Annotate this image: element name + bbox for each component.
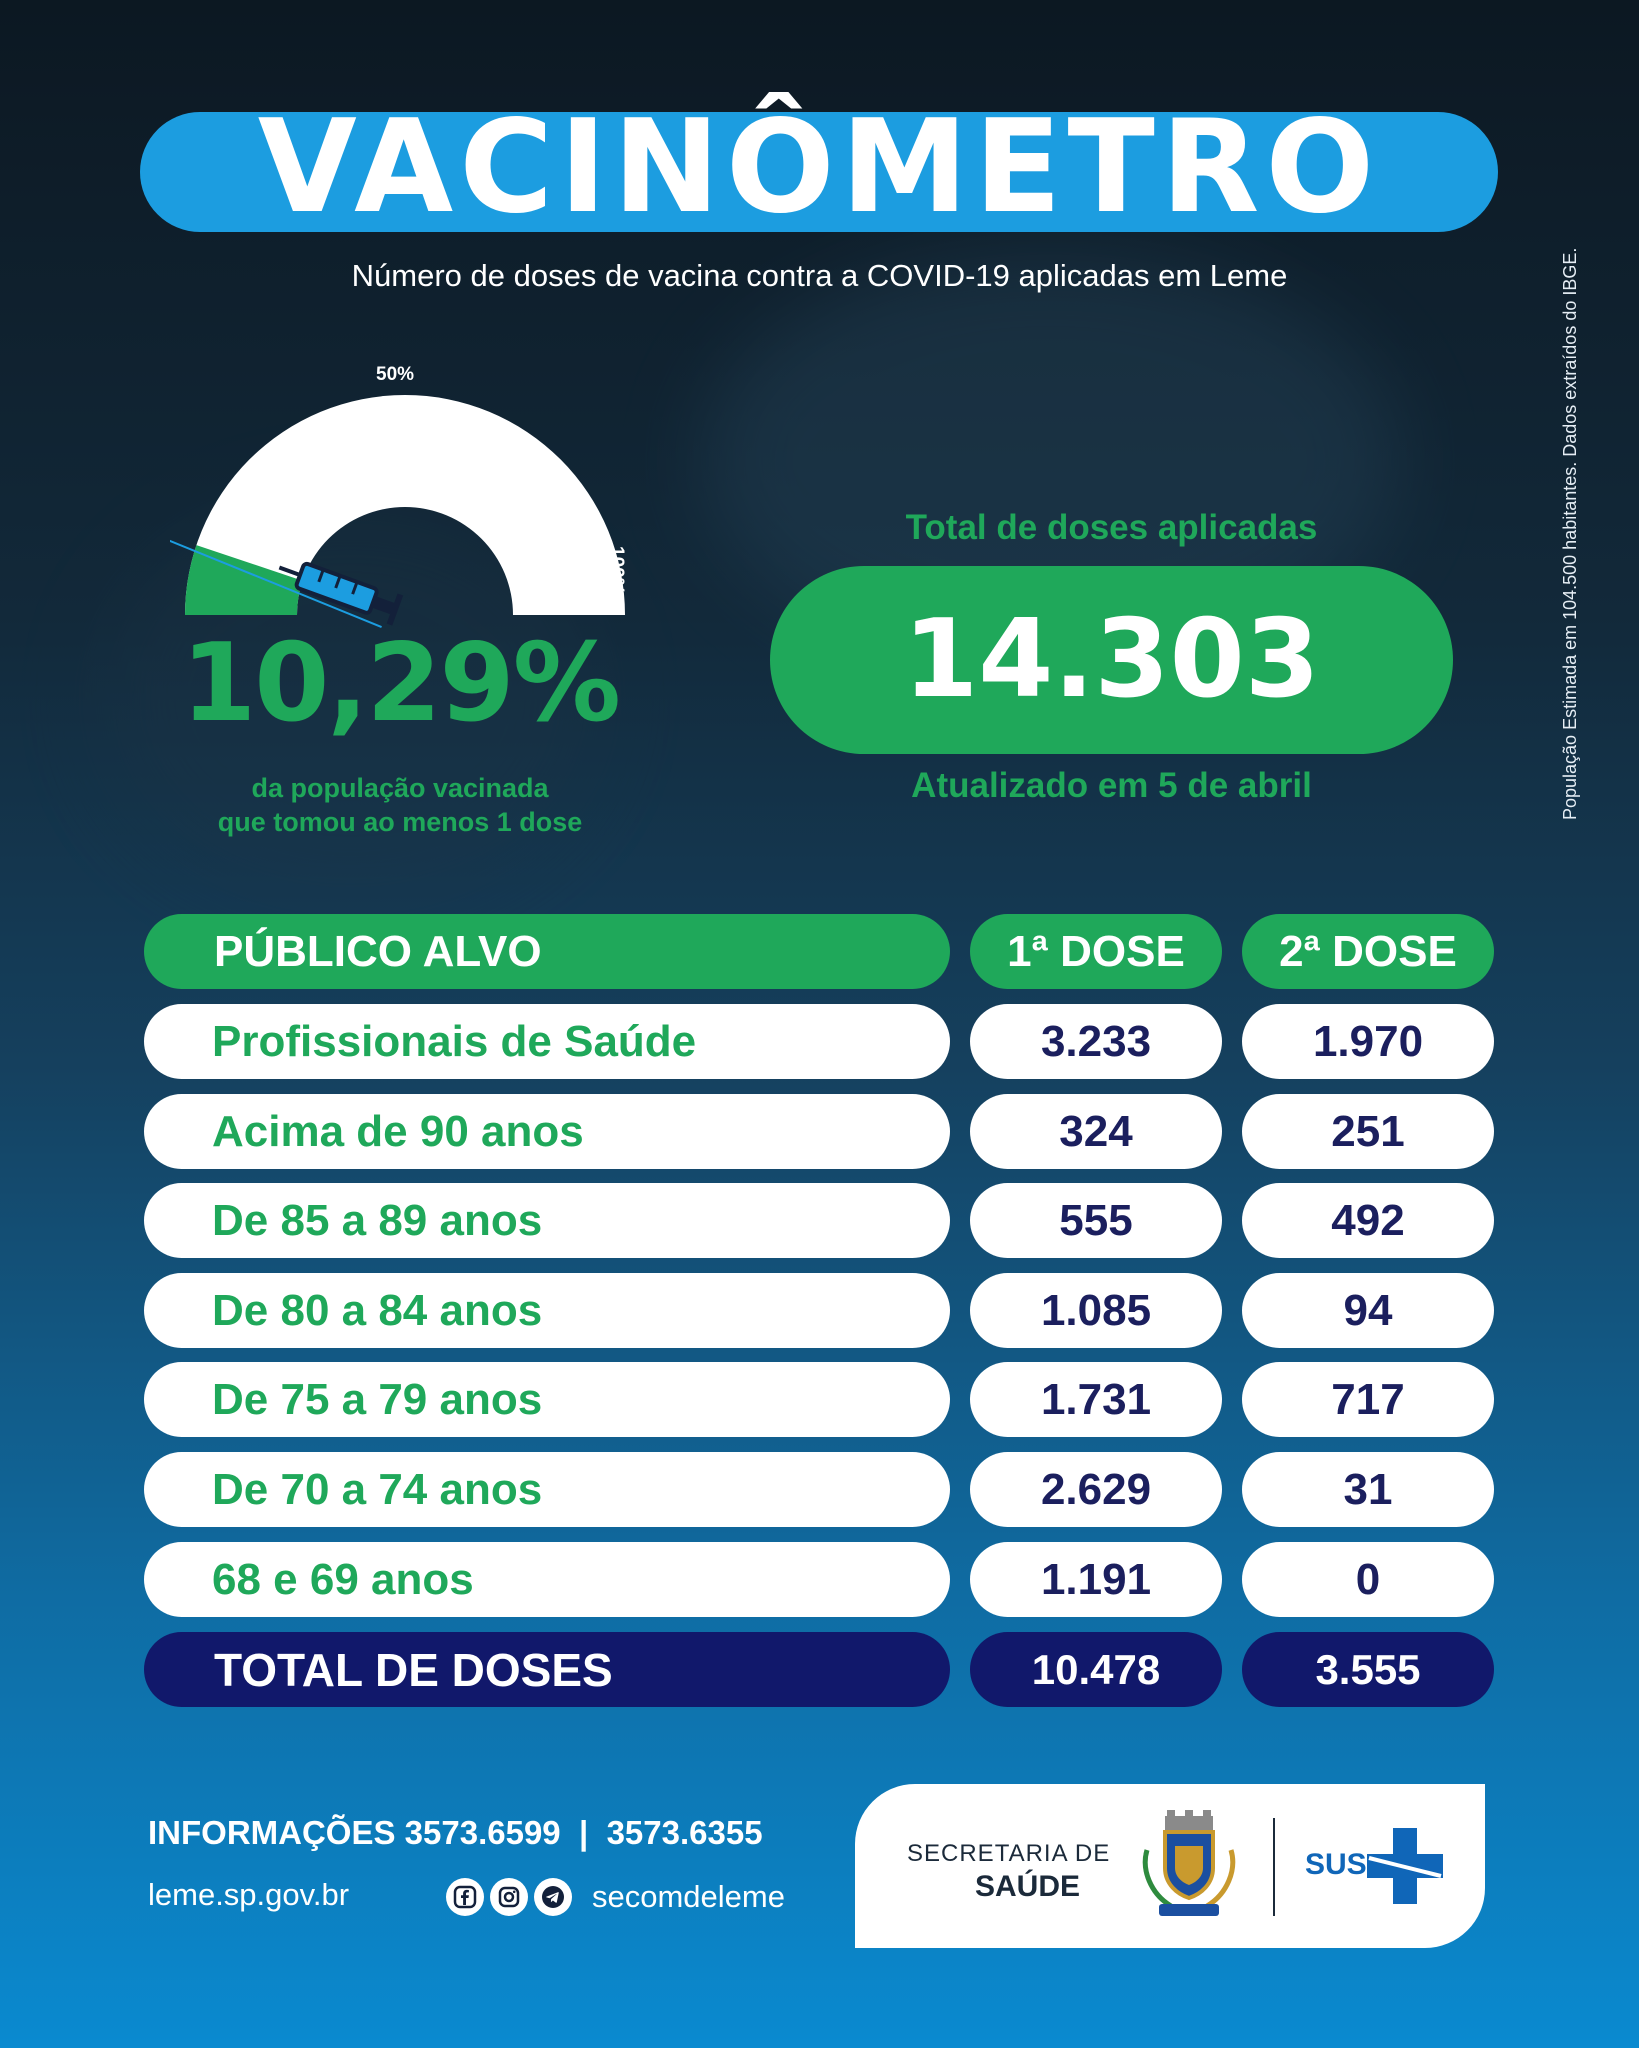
title-banner: VACINÔMETRO [140,104,1498,232]
secretaria-label: SECRETARIA DE [907,1840,1111,1867]
table-header-target: PÚBLICO ALVO [144,914,950,989]
facebook-icon[interactable] [446,1878,484,1916]
population-note: População Estimada em 104.500 habitantes… [1560,247,1580,820]
row-label: Acima de 90 anos [144,1094,950,1169]
total-doses-value: 14.303 [903,597,1320,722]
page-subtitle: Número de doses de vacina contra a COVID… [351,258,1288,293]
row-label: 68 e 69 anos [144,1542,950,1617]
gauge-track [185,395,625,615]
footer-logos-card: SECRETARIA DE SAÚDE SUS [855,1784,1485,1948]
total-doses-title: Total de doses aplicadas [905,508,1318,547]
table-header-dose2: 2ª DOSE [1242,914,1494,989]
gauge-fill [185,545,303,615]
row-dose2: 1.970 [1242,1004,1494,1079]
header-label-dose2: 2ª DOSE [1279,926,1457,976]
row-dose2: 251 [1242,1094,1494,1169]
row-dose1: 555 [970,1183,1222,1258]
row-dose2: 717 [1242,1362,1494,1437]
social-links: secomdeleme [446,1878,785,1916]
row-dose1: 2.629 [970,1452,1222,1527]
row-label: Profissionais de Saúde [144,1004,950,1079]
row-label: De 80 a 84 anos [144,1273,950,1348]
total-row-dose2: 3.555 [1242,1632,1494,1707]
row-dose2: 31 [1242,1452,1494,1527]
vaccination-gauge [170,395,625,628]
total-row-label: TOTAL DE DOSES [144,1632,950,1707]
vaccinated-description-line1: da população vacinada [251,773,549,803]
row-label: De 70 a 74 anos [144,1452,950,1527]
sus-cross-icon [1367,1828,1443,1904]
gauge-needle [170,539,382,628]
row-label: De 85 a 89 anos [144,1183,950,1258]
sus-label: SUS [1305,1848,1367,1881]
vaccinated-percent: 10,29% [181,621,621,746]
header-label-target: PÚBLICO ALVO [214,926,542,976]
row-dose2: 492 [1242,1183,1494,1258]
row-dose1: 3.233 [970,1004,1222,1079]
website-link[interactable]: leme.sp.gov.br [148,1877,350,1912]
syringe-icon [278,561,404,626]
row-dose1: 1.191 [970,1542,1222,1617]
instagram-icon[interactable] [490,1878,528,1916]
telegram-icon[interactable] [534,1878,572,1916]
contact-phones: INFORMAÇÕES 3573.6599 | 3573.6355 [148,1814,763,1851]
updated-date: Atualizado em 5 de abril [911,766,1312,805]
row-dose2: 0 [1242,1542,1494,1617]
city-coat-of-arms-icon [1142,1810,1236,1916]
table-header-dose1: 1ª DOSE [970,914,1222,989]
row-dose1: 1.085 [970,1273,1222,1348]
row-dose1: 1.731 [970,1362,1222,1437]
row-dose1: 324 [970,1094,1222,1169]
gauge-label-50: 50% [376,364,415,385]
logo-divider [1273,1818,1275,1916]
header-label-dose1: 1ª DOSE [1007,926,1185,976]
vaccinated-description: da população vacinada que tomou ao menos… [160,772,640,840]
row-dose2: 94 [1242,1273,1494,1348]
total-row-label-text: TOTAL DE DOSES [214,1643,613,1696]
saude-label: SAÚDE [975,1870,1081,1903]
row-label: De 75 a 79 anos [144,1362,950,1437]
total-doses-pill: 14.303 [770,566,1453,754]
social-handle: secomdeleme [592,1879,785,1914]
page-title: VACINÔMETRO [257,93,1381,242]
vaccinated-description-line2: que tomou ao menos 1 dose [217,806,583,837]
total-row-dose1: 10.478 [970,1632,1222,1707]
